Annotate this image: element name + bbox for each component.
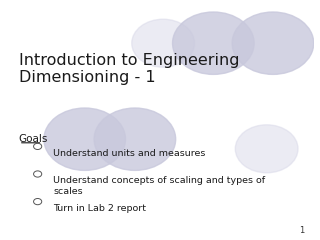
Circle shape (172, 12, 254, 74)
Circle shape (235, 125, 298, 173)
Text: Turn in Lab 2 report: Turn in Lab 2 report (53, 204, 146, 213)
Text: 1: 1 (299, 226, 304, 235)
Text: Understand units and measures: Understand units and measures (53, 149, 206, 158)
Text: Understand concepts of scaling and types of
scales: Understand concepts of scaling and types… (53, 176, 266, 196)
Text: Introduction to Engineering
Dimensioning - 1: Introduction to Engineering Dimensioning… (19, 53, 239, 85)
Circle shape (232, 12, 314, 74)
Circle shape (94, 108, 176, 170)
Text: Goals: Goals (19, 134, 48, 144)
Circle shape (44, 108, 125, 170)
Circle shape (132, 19, 195, 67)
